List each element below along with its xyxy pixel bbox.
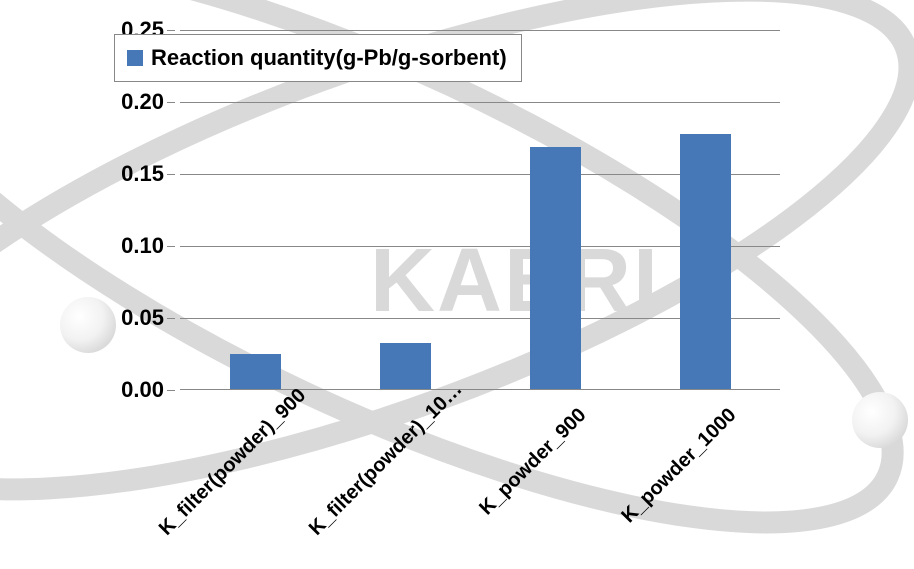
reaction-quantity-chart: 0.000.050.100.150.200.25 K_filter(powder… xyxy=(100,20,800,430)
x-tick-label: K_filter(powder)_10… xyxy=(305,404,441,540)
bar xyxy=(230,354,281,389)
y-tick-mark xyxy=(167,246,175,247)
chart-legend: Reaction quantity(g-Pb/g-sorbent) xyxy=(114,34,522,82)
x-axis-labels: K_filter(powder)_900K_filter(powder)_10…… xyxy=(180,398,780,558)
grid-line xyxy=(180,102,780,103)
bar xyxy=(680,134,731,389)
y-tick-mark xyxy=(167,390,175,391)
y-tick-mark xyxy=(167,30,175,31)
y-tick-label: 0.05 xyxy=(121,305,164,331)
legend-swatch xyxy=(127,50,143,66)
grid-line xyxy=(180,30,780,31)
y-tick-label: 0.10 xyxy=(121,233,164,259)
bar xyxy=(380,343,431,389)
legend-label: Reaction quantity(g-Pb/g-sorbent) xyxy=(151,45,507,71)
y-tick-label: 0.15 xyxy=(121,161,164,187)
y-axis: 0.000.050.100.150.200.25 xyxy=(100,30,180,390)
y-tick-label: 0.00 xyxy=(121,377,164,403)
y-tick-mark xyxy=(167,102,175,103)
y-tick-mark xyxy=(167,174,175,175)
x-tick-label: K_powder_900 xyxy=(455,404,591,540)
plot-area xyxy=(180,30,780,390)
x-tick-label: K_filter(powder)_900 xyxy=(155,404,291,540)
x-tick-label: K_powder_1000 xyxy=(605,404,741,540)
y-tick-label: 0.20 xyxy=(121,89,164,115)
y-tick-mark xyxy=(167,318,175,319)
bar xyxy=(530,147,581,389)
